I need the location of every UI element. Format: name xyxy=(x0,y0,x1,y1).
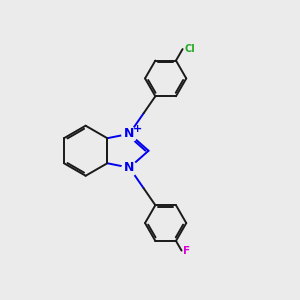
Text: Cl: Cl xyxy=(184,44,195,54)
Text: N: N xyxy=(124,127,135,140)
Text: N: N xyxy=(124,161,135,174)
Text: F: F xyxy=(183,246,190,256)
Text: +: + xyxy=(133,124,142,134)
